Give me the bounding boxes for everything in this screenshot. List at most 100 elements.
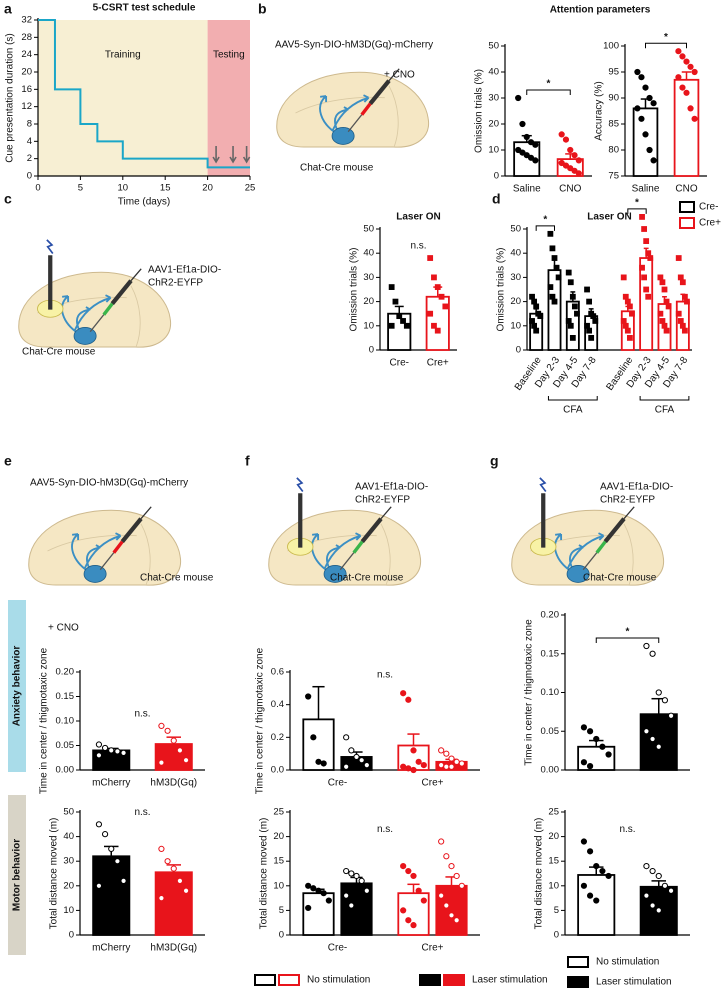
mouse-label: Chat-Cre mouse bbox=[300, 163, 374, 174]
data-point bbox=[458, 760, 465, 767]
laser-bolt bbox=[539, 477, 547, 493]
data-point bbox=[529, 318, 535, 324]
data-point bbox=[410, 922, 417, 929]
significance-bracket bbox=[595, 637, 660, 643]
data-point bbox=[410, 747, 417, 754]
data-point bbox=[586, 327, 593, 334]
data-point bbox=[158, 895, 165, 902]
y-tick-label: 0.10 bbox=[541, 687, 560, 698]
y-axis-label: Total distance moved (m) bbox=[259, 818, 270, 930]
treatment-label: + CNO bbox=[48, 623, 79, 634]
data-point bbox=[431, 274, 437, 281]
arrow bbox=[242, 146, 251, 164]
group-bracket bbox=[547, 396, 598, 401]
data-point bbox=[622, 322, 629, 329]
data-point bbox=[687, 105, 694, 112]
x-axis-label: Time (days) bbox=[118, 197, 170, 208]
data-point bbox=[643, 286, 650, 293]
data-point bbox=[305, 882, 312, 889]
data-point bbox=[438, 838, 445, 845]
data-point bbox=[170, 737, 177, 744]
y-tick-label: 10 bbox=[548, 880, 559, 891]
data-point bbox=[388, 322, 395, 329]
y-tick-label: 40 bbox=[363, 248, 374, 259]
y-tick-label: 0 bbox=[279, 930, 284, 941]
legend-swatch bbox=[443, 974, 465, 986]
x-tick-label: hM3D(Gq) bbox=[150, 943, 197, 954]
virus-label: AAV1-Ef1a-DIO- bbox=[148, 265, 221, 276]
bar bbox=[387, 312, 412, 351]
y-tick-label: 50 bbox=[488, 41, 499, 52]
legend-swatch bbox=[567, 956, 589, 968]
y-tick-label: 28 bbox=[21, 32, 32, 43]
significance-label: n.s. bbox=[377, 669, 393, 680]
data-point bbox=[431, 322, 437, 329]
data-point bbox=[348, 747, 355, 754]
data-point bbox=[427, 255, 434, 261]
data-point bbox=[388, 284, 395, 290]
virus-label: ChR2-EYFP bbox=[148, 278, 203, 289]
y-tick-label: 30 bbox=[510, 272, 521, 283]
significance-bracket bbox=[627, 208, 647, 214]
significance-label: * bbox=[635, 198, 639, 209]
data-point bbox=[574, 310, 580, 317]
projection bbox=[71, 532, 122, 573]
data-point bbox=[655, 907, 662, 914]
data-point bbox=[434, 327, 441, 334]
y-tick-label: 90 bbox=[608, 93, 619, 104]
section-title: Attention parameters bbox=[550, 5, 651, 16]
brain bbox=[276, 71, 430, 148]
data-point bbox=[420, 897, 427, 904]
data-point bbox=[158, 759, 165, 766]
y-axis-label: Time in center / thigmotaxic zone bbox=[39, 647, 50, 794]
y-tick-label: 25 bbox=[273, 807, 284, 818]
data-point bbox=[655, 743, 662, 750]
y-tick-label: 20 bbox=[63, 880, 74, 891]
data-point bbox=[639, 214, 645, 220]
bar bbox=[639, 713, 678, 771]
data-point bbox=[620, 318, 627, 324]
syringe-body bbox=[603, 517, 626, 543]
data-point bbox=[683, 58, 690, 65]
data-point bbox=[646, 146, 653, 154]
data-point bbox=[358, 757, 365, 764]
y-tick-label: 20 bbox=[273, 831, 284, 842]
data-point bbox=[405, 696, 412, 703]
data-point bbox=[567, 165, 574, 172]
data-point bbox=[108, 747, 115, 754]
y-axis-label: Time in center / thigmotaxic zone bbox=[524, 619, 535, 766]
data-point bbox=[569, 335, 576, 341]
data-point bbox=[320, 890, 327, 897]
data-point bbox=[95, 821, 103, 828]
y-tick-label: 15 bbox=[273, 856, 284, 867]
data-point bbox=[551, 255, 558, 261]
data-point bbox=[310, 885, 317, 892]
data-point bbox=[691, 115, 698, 122]
data-point bbox=[665, 303, 672, 310]
data-point bbox=[363, 762, 370, 769]
legend-swatch bbox=[278, 974, 300, 986]
group-label: CFA bbox=[655, 405, 675, 416]
x-tick-label: mCherry bbox=[92, 943, 130, 954]
data-point bbox=[667, 887, 675, 894]
data-point bbox=[400, 318, 406, 324]
syringe-tip bbox=[102, 302, 114, 316]
data-point bbox=[629, 310, 635, 317]
projection bbox=[61, 294, 112, 335]
projection bbox=[311, 532, 362, 573]
y-tick-label: 50 bbox=[63, 807, 74, 818]
y-tick-label: 25 bbox=[548, 807, 559, 818]
data-point bbox=[586, 892, 594, 899]
data-point bbox=[567, 146, 574, 154]
data-point bbox=[325, 897, 332, 904]
syringe-body bbox=[120, 517, 143, 543]
nucleus bbox=[83, 565, 107, 583]
data-point bbox=[523, 152, 530, 159]
significance-label: * bbox=[547, 79, 551, 90]
panel-label: e bbox=[4, 453, 12, 469]
data-point bbox=[649, 902, 656, 909]
data-point bbox=[647, 255, 654, 261]
projection bbox=[554, 532, 605, 573]
